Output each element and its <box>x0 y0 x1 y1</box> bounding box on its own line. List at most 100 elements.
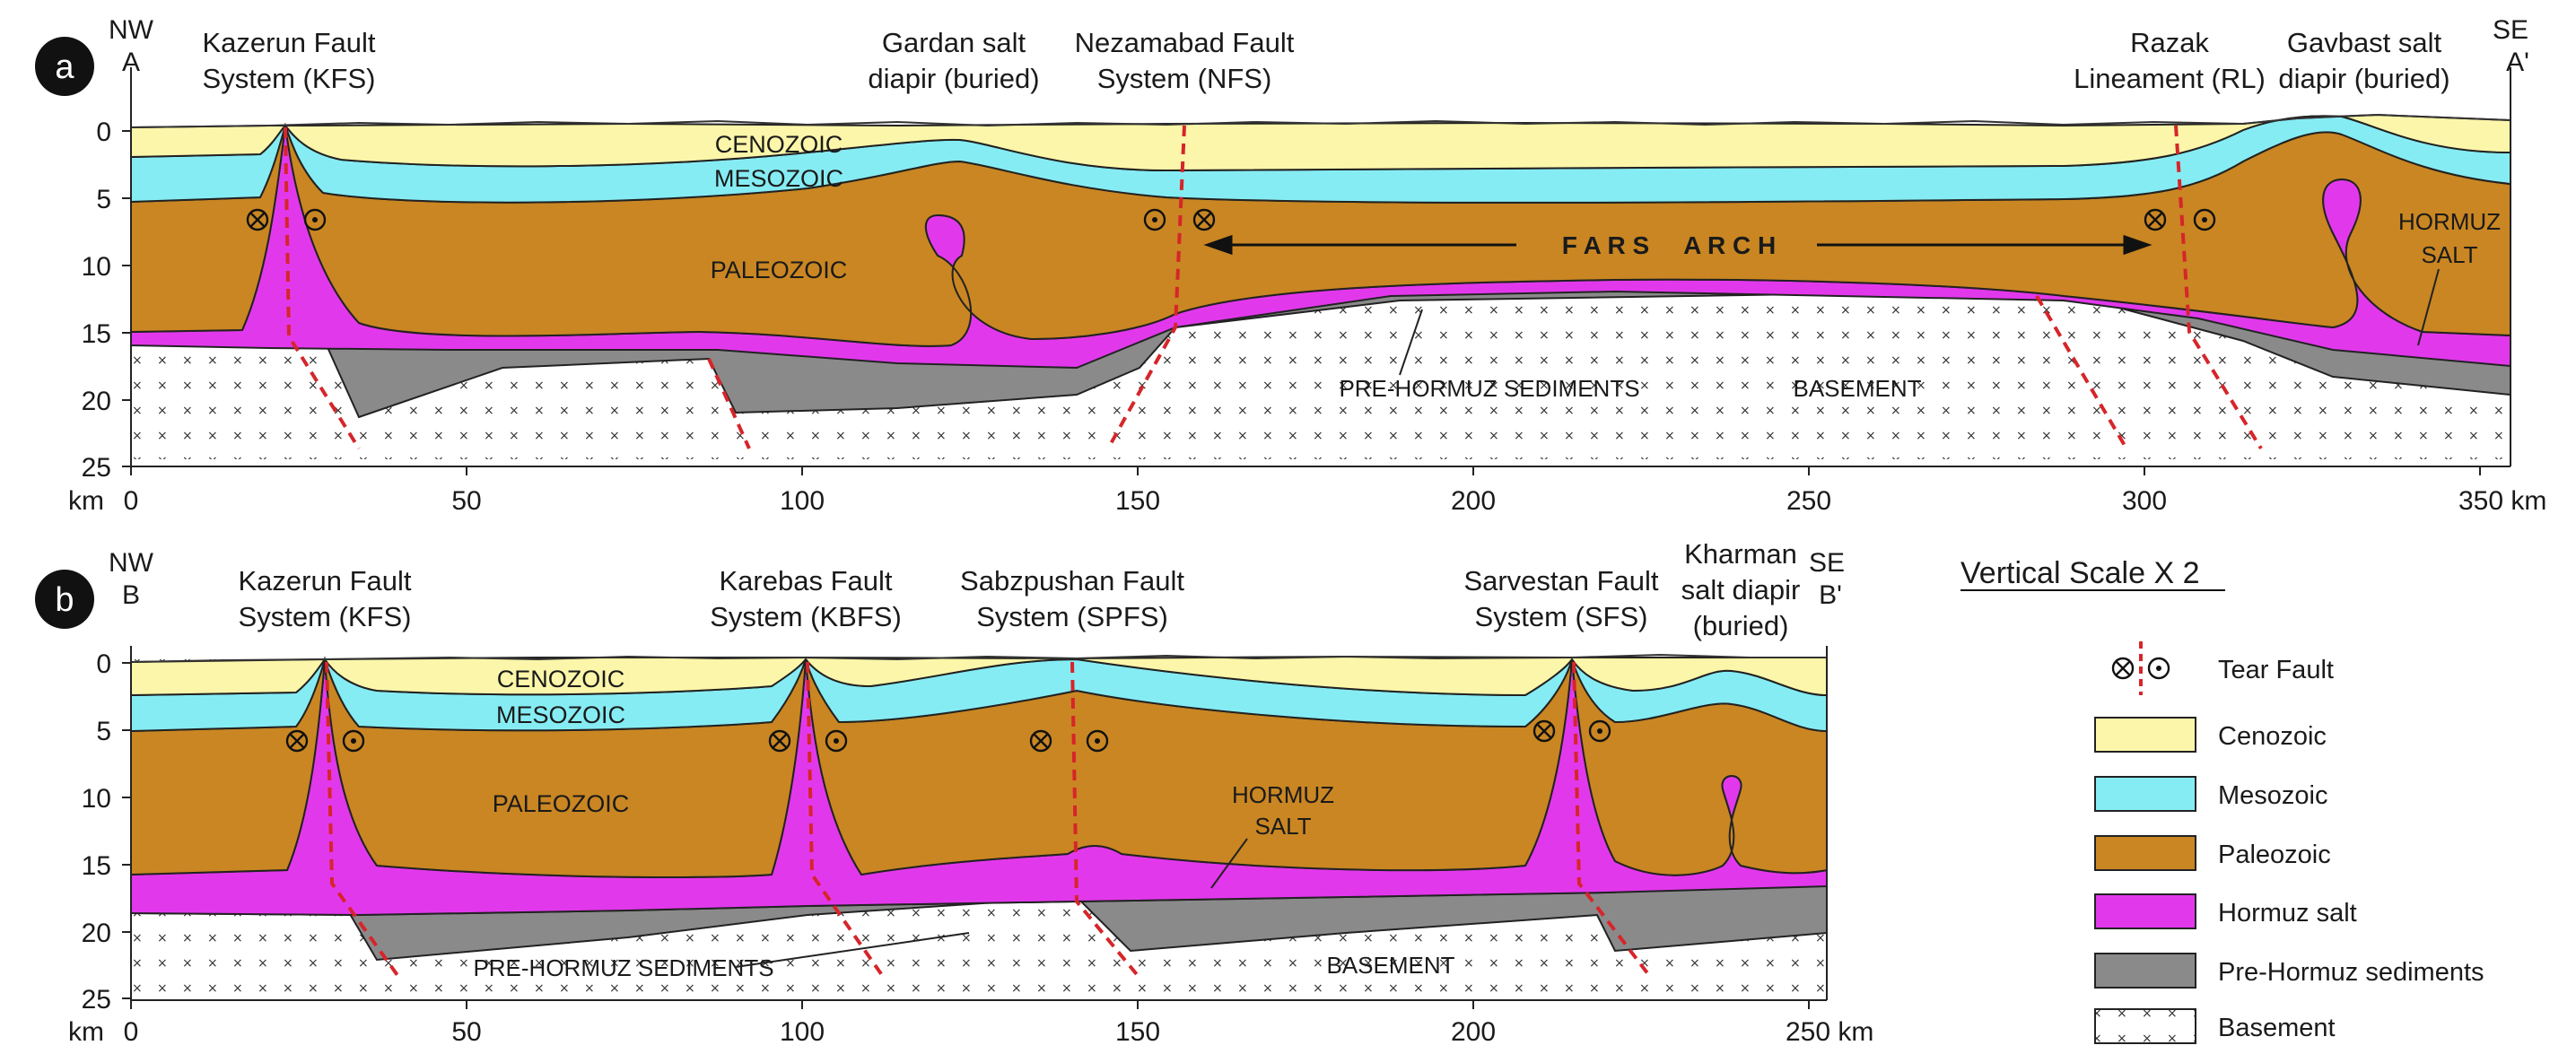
section-a-pre-hormuz-leader <box>1399 309 1423 376</box>
section-b-spfs-label: System (SPFS) <box>976 601 1168 632</box>
section-a-topography <box>130 113 2511 128</box>
section-a-kfs-label: System (KFS) <box>203 63 376 94</box>
section-b-kharman-label: salt diapir <box>1681 574 1801 605</box>
cenozoic-swatch <box>2094 717 2196 753</box>
section-b-right-endpoint: B' <box>1819 580 1842 610</box>
section-b-badge-letter: b <box>55 581 74 619</box>
section-b-spfs-fault <box>1070 661 1141 980</box>
section-a-depth-tick-marks <box>122 130 131 467</box>
section-a-pre-hormuz-label: PRE-HORMUZ SEDIMENTS <box>1339 375 1639 402</box>
section-a-right-direction: SE <box>2493 15 2528 45</box>
section-a-nfs-label: System (NFS) <box>1097 63 1272 94</box>
section-a-hormuz-label: SALT <box>2421 241 2477 268</box>
section-a-nfs-fault <box>1106 125 1186 449</box>
section-b-pre-hormuz-leader <box>735 932 970 968</box>
section-a-gardan-label: Gardan salt <box>882 27 1026 58</box>
section-b-faults <box>325 661 1653 980</box>
section-b-mesozoic-label: MESOZOIC <box>496 701 625 728</box>
section-a-basement-fault-2 <box>2035 294 2128 450</box>
legend-label-paleozoic: Paleozoic <box>2218 841 2331 869</box>
section-a-mesozoic-label: MESOZOIC <box>714 165 843 192</box>
section-b-distance-tick: 200 <box>1451 1017 1496 1047</box>
section-b-kfs-label: System (KFS) <box>239 601 412 632</box>
section-b-depth-tick: 15 <box>82 851 111 881</box>
section-b-depth-tick: 25 <box>82 985 111 1015</box>
section-b-spfs-label: Sabzpushan Fault <box>960 565 1184 597</box>
section-a-kfs-label: Kazerun Fault <box>203 27 376 58</box>
section-a-badge-letter: a <box>55 48 74 86</box>
section-a-cenozoic-layer <box>130 113 2511 172</box>
section-b-kfs-label: Kazerun Fault <box>239 565 412 597</box>
section-a-hormuz-label: HORMUZ <box>2398 208 2501 235</box>
section-b-km-label: km <box>68 1017 104 1047</box>
section-a-badge <box>35 37 94 96</box>
section-b-distance-tick: 0 <box>124 1017 139 1047</box>
section-b-sfs-label: System (SFS) <box>1475 601 1648 632</box>
section-a-distance-tick: 200 <box>1451 486 1496 516</box>
hormuz-salt-swatch <box>2094 893 2196 929</box>
section-b-left-direction: NW <box>109 548 154 578</box>
section-b-kbfs-label: System (KBFS) <box>710 601 902 632</box>
legend: Vertical Scale X 2 Tear Fault Cenozoic M… <box>1960 556 2484 1044</box>
section-a-paleozoic-label: PALEOZOIC <box>711 257 848 283</box>
section-b-basement-label: BASEMENT <box>1326 952 1454 979</box>
section-b-cenozoic-label: CENOZOIC <box>497 666 625 693</box>
section-b-kbfs-fault <box>806 661 886 980</box>
section-a-razak-fault <box>2174 125 2263 450</box>
basement-swatch <box>2094 1008 2196 1044</box>
section-b: 0 5 10 15 20 25 km 0 50 100 150 200 250 … <box>35 538 1873 1047</box>
section-b-hormuz-leader <box>1210 838 1248 889</box>
section-a-razak-label: Lineament (RL) <box>2074 63 2266 94</box>
paleozoic-swatch <box>2094 835 2196 871</box>
section-b-distance-tick: 150 <box>1115 1017 1160 1047</box>
section-a-gardan-label: diapir (buried) <box>868 63 1039 94</box>
section-a-fars-arch-arrows <box>1203 234 2152 256</box>
legend-label-cenozoic: Cenozoic <box>2218 722 2327 751</box>
section-a-razak-label: Razak <box>2130 27 2209 58</box>
section-b-distance-tick: 50 <box>451 1017 481 1047</box>
section-b-kharman-label: (buried) <box>1693 610 1789 641</box>
section-a-distance-tick: 250 <box>1786 486 1831 516</box>
section-b-pre-hormuz-label: PRE-HORMUZ SEDIMENTS <box>473 954 773 981</box>
section-b-right-direction: SE <box>1809 548 1845 578</box>
legend-label-basement: Basement <box>2218 1014 2336 1042</box>
section-b-kbfs-label: Karebas Fault <box>720 565 893 597</box>
section-b-topography <box>130 653 1827 663</box>
section-a-right-endpoint: A' <box>2506 48 2529 77</box>
section-a-depth-tick: 0 <box>96 118 111 147</box>
section-a-depth-tick: 20 <box>82 387 111 416</box>
section-a-fars-arch-label: F A R S A R C H <box>1562 231 1777 259</box>
section-a-gavbast-label: Gavbast salt <box>2287 27 2442 58</box>
mesozoic-swatch <box>2094 776 2196 812</box>
section-a-kfs-fault <box>284 126 361 450</box>
section-a-distance-tick-marks <box>130 466 2481 475</box>
section-a-distance-tick: 150 <box>1115 486 1160 516</box>
section-a-nfs-label: Nezamabad Fault <box>1075 27 1295 58</box>
section-a-left-direction: NW <box>109 15 154 45</box>
section-a-depth-tick: 25 <box>82 453 111 483</box>
section-b-left-endpoint: B <box>122 580 140 610</box>
section-a-distance-last: 350 km <box>2458 486 2546 516</box>
section-a-depth-tick: 15 <box>82 319 111 349</box>
section-a-depth-tick: 5 <box>96 185 111 214</box>
section-b-hormuz-label: SALT <box>1254 813 1311 840</box>
section-b-distance-last: 250 km <box>1786 1017 1873 1047</box>
section-b-paleozoic-label: PALEOZOIC <box>493 790 630 817</box>
pre-hormuz-swatch <box>2094 953 2196 989</box>
legend-label-pre-hormuz: Pre-Hormuz sediments <box>2218 958 2484 987</box>
section-a-distance-tick: 100 <box>780 486 825 516</box>
section-a-basement-label: BASEMENT <box>1793 375 1921 402</box>
legend-label-tear-fault: Tear Fault <box>2218 656 2334 684</box>
legend-title: Vertical Scale X 2 <box>1960 556 2199 590</box>
section-b-depth-tick-marks <box>122 662 131 999</box>
section-b-distance-tick: 100 <box>780 1017 825 1047</box>
section-a-cenozoic-label: CENOZOIC <box>715 131 843 158</box>
section-a-faults <box>284 125 2263 450</box>
section-b-depth-tick: 10 <box>82 784 111 814</box>
section-a-km-label: km <box>68 486 104 516</box>
section-a: 0 5 10 15 20 25 km 0 50 100 150 200 250 … <box>35 15 2546 516</box>
section-b-badge <box>35 570 94 629</box>
section-a-distance-tick: 50 <box>451 486 481 516</box>
section-b-sfs-fault <box>1572 661 1653 980</box>
